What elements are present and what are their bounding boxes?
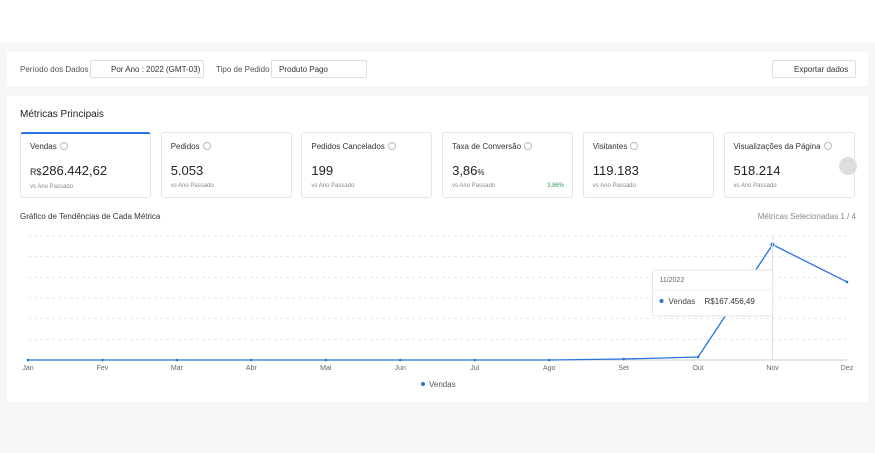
filter-panel: Período dos Dados Por Ano : 2022 (GMT-03… [7, 52, 868, 86]
metric-card: Taxa de Conversão 3,86% vs Ano Passado 3,86… [442, 132, 574, 198]
metric-compare: vs Ano Passado [30, 184, 74, 190]
help-icon [524, 142, 533, 150]
legend-dot [421, 382, 425, 386]
point [250, 358, 253, 362]
metric-value: 518.214 [733, 163, 781, 178]
x-tick-label: Jul [470, 365, 479, 372]
metric-value: 3,86% [452, 163, 485, 178]
metric-name: Visitantes [593, 142, 639, 151]
metric-currency: R$ [30, 167, 42, 177]
x-tick-label: Nov [766, 365, 779, 372]
period-select[interactable]: Por Ano : 2022 (GMT-03) [90, 60, 204, 78]
metric-card: Visitantes 119.183 vs Ano Passado [582, 132, 714, 198]
period-label: Período dos Dados [20, 65, 89, 74]
point [101, 358, 104, 362]
point [398, 358, 402, 362]
x-tick-label: Mai [320, 365, 332, 372]
metric-unit: % [477, 168, 485, 177]
point [473, 358, 477, 362]
scroll-arrow[interactable] [839, 157, 857, 175]
help-icon [823, 142, 832, 150]
metric-change: 3,86% [547, 183, 565, 189]
metric-compare: vs Ano Passado [452, 183, 496, 189]
period-value: 2022 (GMT-03) [146, 65, 201, 74]
metric-name: Pedidos [171, 142, 211, 151]
x-tick-label: Jan [22, 365, 33, 372]
chart-subtitle: Métricas Selecionadas 1 / 4 [757, 212, 856, 221]
help-icon [387, 142, 396, 150]
help-icon [59, 142, 68, 150]
metric-compare: vs Ano Passado [733, 183, 777, 189]
metric-value: 286.442,62 [42, 163, 108, 178]
point [845, 280, 849, 284]
x-tick-label: Mar [171, 365, 184, 372]
x-tick-label: Ago [543, 365, 556, 372]
x-tick-label: Out [692, 365, 703, 372]
order-type-value: Produto Pago [279, 65, 328, 74]
help-icon [202, 142, 211, 150]
export-button[interactable]: Exportar dados [772, 60, 856, 78]
tooltip-title: 11/2022 [660, 277, 685, 284]
tooltip-value: R$167.456,49 [705, 297, 756, 306]
section-title: Métricas Principais [20, 109, 104, 120]
point [622, 357, 625, 361]
point [175, 358, 179, 362]
point [696, 355, 700, 359]
metric-compare: vs Ano Passado [311, 183, 355, 189]
point [324, 358, 328, 362]
tooltip [652, 269, 774, 317]
x-tick-label: Set [618, 365, 629, 372]
metric-value: 119.183 [592, 163, 639, 178]
tooltip-dot [659, 299, 664, 303]
metric-value: 199 [311, 163, 334, 178]
export-text: Exportar dados [794, 65, 849, 74]
metric-card: Vendas R$ 286.442,62 vs Ano Passado [20, 132, 151, 198]
chart-title: Gráfico de Tendências de Cada Métrica [20, 212, 161, 221]
x-tick-label: Jun [395, 365, 406, 372]
point [26, 358, 30, 362]
top-bar [0, 0, 875, 43]
legend-label: Vendas [429, 380, 456, 389]
help-icon [630, 142, 639, 150]
order-type-label: Tipo de Pedido [216, 65, 270, 74]
metric-card: Pedidos 5.053 vs Ano Passado [160, 132, 292, 198]
metric-card: Pedidos Cancelados 199 vs Ano Passado [301, 132, 433, 198]
period-prefix: Por Ano : [111, 65, 144, 74]
x-tick-label: Dez [841, 365, 854, 372]
metric-card: Visualizações da Página 518.214 vs Ano Pas… [723, 132, 855, 198]
metric-name: Taxa de Conversão [452, 142, 533, 151]
x-tick-label: Fev [97, 365, 109, 372]
metric-value: 5.053 [170, 163, 204, 178]
metric-name: Visualizações da Página [734, 142, 832, 151]
metric-name: Pedidos Cancelados [311, 142, 396, 151]
metric-name: Vendas [30, 142, 68, 151]
tooltip-series: Vendas [669, 297, 696, 306]
x-tick-label: Abr [246, 365, 258, 372]
metric-compare: vs Ano Passado [592, 183, 636, 189]
line [28, 243, 848, 361]
order-type-select[interactable]: Produto Pago [271, 60, 367, 78]
point [547, 358, 551, 362]
metric-compare: vs Ano Passado [170, 183, 214, 189]
